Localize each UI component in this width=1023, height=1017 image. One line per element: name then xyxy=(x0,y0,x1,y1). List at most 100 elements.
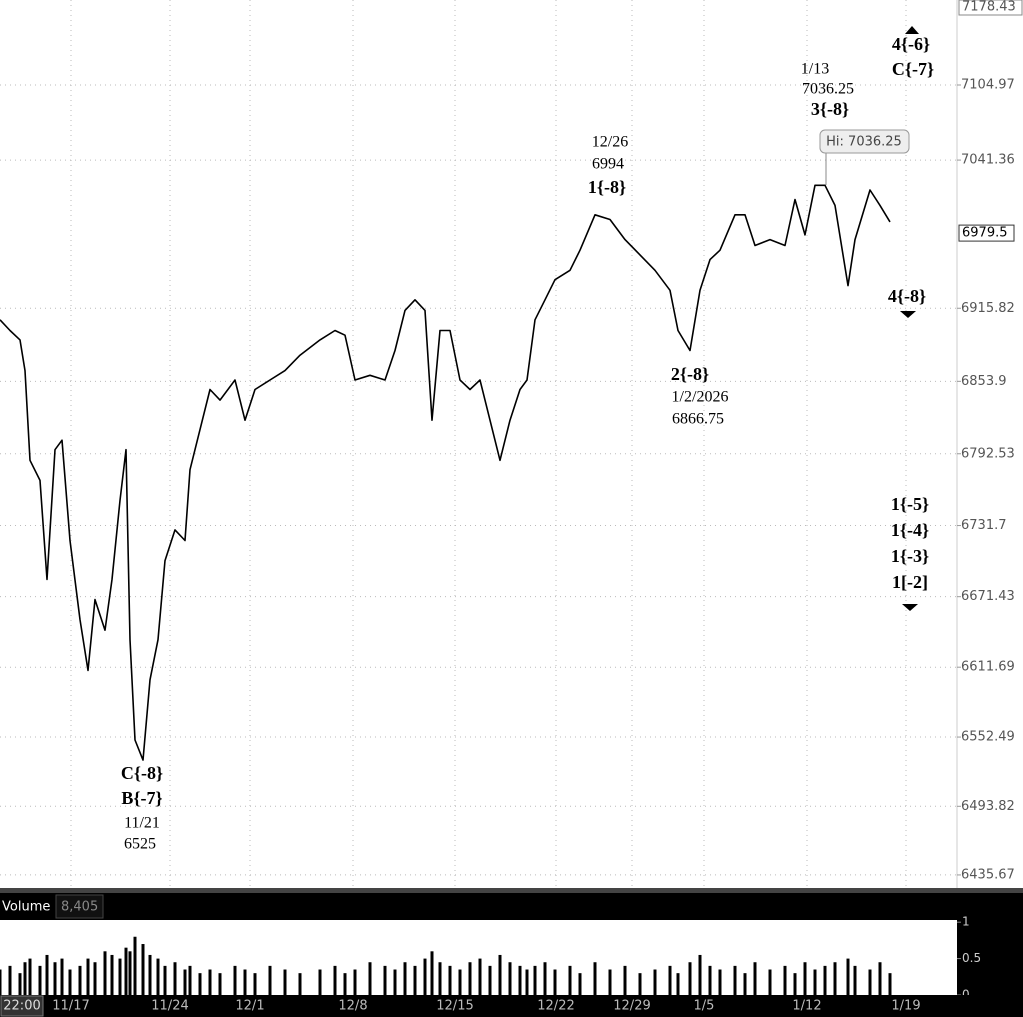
volume-bar xyxy=(543,962,547,995)
volume-bar xyxy=(608,969,612,995)
volume-bar xyxy=(218,973,222,995)
annotation: C{-8} xyxy=(121,763,163,783)
x-tick-label: 12/22 xyxy=(537,999,574,1014)
volume-bar xyxy=(458,969,462,995)
volume-bar xyxy=(853,965,857,995)
volume-bar xyxy=(753,962,757,995)
top-price-box xyxy=(958,0,1023,16)
annotation: 4{-6} xyxy=(892,34,930,54)
volume-bar xyxy=(53,962,57,995)
x-axis-bg xyxy=(0,995,1023,1017)
x-tick-label: 12/29 xyxy=(613,999,650,1014)
volume-bar xyxy=(533,965,537,995)
x-tick-label: 1/12 xyxy=(792,999,821,1014)
volume-axis-bg xyxy=(957,920,1023,995)
volume-bar xyxy=(623,965,627,995)
y-tick-label: 6552.49 xyxy=(961,730,1015,745)
y-tick-label: 6915.82 xyxy=(961,301,1015,316)
y-tick-label: 6731.7 xyxy=(961,518,1007,533)
down-arrow xyxy=(902,604,918,611)
volume-bar xyxy=(233,965,237,995)
y-tick-label: 6611.69 xyxy=(961,660,1015,675)
annotation: 1{-5} xyxy=(891,494,929,514)
volume-bar xyxy=(448,965,452,995)
volume-bar xyxy=(0,969,2,995)
current-price-box xyxy=(958,224,1015,242)
volume-bar xyxy=(141,944,145,995)
volume-bar xyxy=(118,958,122,995)
volume-bar xyxy=(498,954,502,995)
volume-bar xyxy=(803,962,807,995)
volume-bar xyxy=(668,965,672,995)
x-tick-label: 1/5 xyxy=(694,999,715,1014)
volume-bar xyxy=(198,973,202,995)
down-arrow xyxy=(900,311,916,318)
time-label: 22:00 xyxy=(3,999,40,1014)
volume-bar xyxy=(78,965,82,995)
time-box xyxy=(0,995,44,1017)
volume-bar xyxy=(698,954,702,995)
volume-bar xyxy=(743,973,747,995)
up-arrow xyxy=(905,26,919,34)
volume-bar xyxy=(133,936,137,995)
volume-bar xyxy=(783,965,787,995)
x-tick-label: 12/15 xyxy=(436,999,473,1014)
volume-last: 8,405 xyxy=(61,900,98,915)
volume-bar xyxy=(110,954,114,995)
x-tick-label: 12/8 xyxy=(338,999,367,1014)
volume-bar xyxy=(253,973,257,995)
y-tick-label: 7104.97 xyxy=(961,78,1015,93)
annotation: 1{-4} xyxy=(891,520,929,540)
annotation: 3{-8} xyxy=(811,99,849,119)
volume-bar xyxy=(86,958,90,995)
volume-bar xyxy=(823,965,827,995)
y-tick-label: 6853.9 xyxy=(961,374,1007,389)
annotation: 1/2/2026 xyxy=(672,389,729,406)
volume-bar xyxy=(243,969,247,995)
annotation: 11/21 xyxy=(124,815,160,832)
volume-tick-label: 0.5 xyxy=(962,951,981,965)
volume-bar xyxy=(163,965,167,995)
y-tick-label: 6493.82 xyxy=(961,799,1015,814)
annotation: C{-7} xyxy=(892,59,934,79)
volume-bar xyxy=(878,962,882,995)
volume-bar xyxy=(8,965,12,995)
annotation: 12/26 xyxy=(592,134,628,151)
annotation: 7036.25 xyxy=(802,81,854,98)
volume-bar xyxy=(813,969,817,995)
volume-bar xyxy=(368,962,372,995)
volume-bar xyxy=(268,965,272,995)
volume-bar xyxy=(846,958,850,995)
volume-bar xyxy=(68,969,72,995)
volume-title: Volume xyxy=(2,900,50,915)
annotation: 2{-8} xyxy=(671,364,709,384)
volume-bar xyxy=(45,954,49,995)
volume-bar xyxy=(768,969,772,995)
volume-bar xyxy=(283,969,287,995)
volume-bar xyxy=(430,951,434,995)
hi-label: Hi: 7036.25 xyxy=(826,135,902,150)
volume-bar xyxy=(518,965,522,995)
volume-bar xyxy=(718,969,722,995)
annotation: 1{-8} xyxy=(588,177,626,197)
volume-bar xyxy=(38,965,42,995)
x-tick-label: 11/24 xyxy=(151,999,188,1014)
plot xyxy=(0,184,891,761)
annotation: 4{-8} xyxy=(888,286,926,306)
volume-bar xyxy=(553,969,557,995)
y-axis: 6435.67 6493.82 6552.49 6611.69 6671.43 6731.… xyxy=(957,0,1023,882)
volume-bar xyxy=(488,965,492,995)
volume-bar xyxy=(393,969,397,995)
annotation: 1{-3} xyxy=(891,546,929,566)
volume-tick-label: 1 xyxy=(962,915,970,929)
current-price: 6979.5 xyxy=(962,226,1008,241)
volume-bar xyxy=(128,951,132,995)
volume-bar xyxy=(188,965,192,995)
volume-bar xyxy=(124,947,128,995)
volume-bar xyxy=(413,965,417,995)
x-tick-label: 12/1 xyxy=(235,999,264,1014)
hi-tooltip xyxy=(819,129,910,154)
volume-bar xyxy=(478,958,482,995)
volume-bar xyxy=(93,962,97,995)
